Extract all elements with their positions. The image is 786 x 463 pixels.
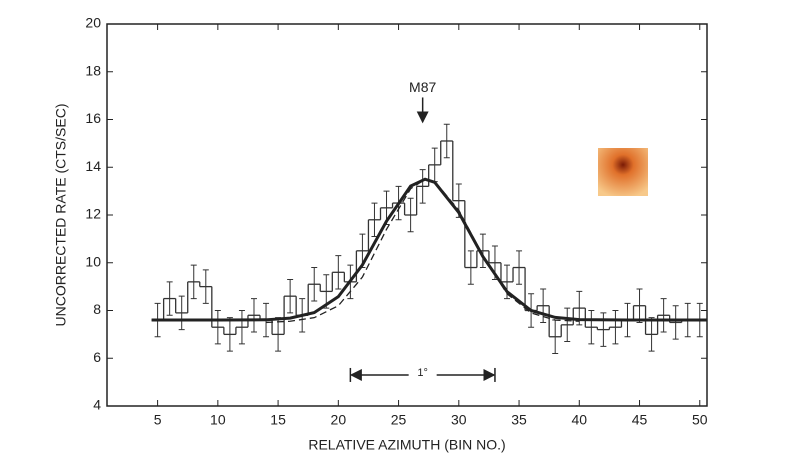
y-tick-label: 18 — [85, 62, 101, 78]
x-tick-label: 45 — [632, 412, 648, 428]
error-bar — [407, 197, 414, 233]
error-bar — [238, 310, 245, 345]
error-bar — [648, 317, 655, 352]
x-tick-label: 35 — [511, 412, 527, 428]
error-bar — [178, 295, 185, 331]
error-bar — [214, 310, 221, 345]
error-bar — [202, 269, 209, 304]
error-bar — [479, 233, 486, 269]
x-tick-label: 20 — [331, 412, 347, 428]
error-bar — [226, 317, 233, 352]
error-bar — [250, 298, 257, 333]
x-tick-label: 30 — [451, 412, 467, 428]
fit-curve-dashed — [266, 178, 580, 324]
y-tick-label: 16 — [85, 110, 101, 126]
error-bar — [467, 250, 474, 285]
error-bar — [612, 310, 619, 345]
error-bar — [311, 267, 318, 302]
fit-curve — [151, 177, 707, 322]
annotation: 1° — [417, 367, 428, 379]
x-tick-label: 40 — [572, 412, 588, 428]
thumbnail-image — [598, 148, 648, 196]
error-bar — [335, 255, 342, 290]
error-bar — [287, 278, 294, 314]
y-tick-label: 20 — [85, 15, 101, 31]
error-bar — [190, 264, 197, 300]
error-bar — [564, 307, 571, 343]
y-axis-label: UNCORRECTED RATE (CTS/SEC) — [53, 104, 69, 327]
error-bar — [323, 274, 330, 309]
y-tick-label: 8 — [93, 301, 101, 317]
y-tick-label: 4 — [93, 397, 101, 413]
x-tick-label: 10 — [210, 412, 226, 428]
x-tick-label: 5 — [154, 412, 162, 428]
x-tick-label: 25 — [391, 412, 407, 428]
error-bar — [419, 169, 426, 204]
error-bar — [443, 123, 450, 159]
y-tick-label: 6 — [93, 349, 101, 365]
error-bar — [588, 310, 595, 345]
y-tick-label: 12 — [85, 206, 101, 222]
error-bar — [166, 281, 173, 316]
annotation: M87 — [409, 79, 436, 95]
x-tick-label: 15 — [270, 412, 286, 428]
error-bar — [660, 298, 667, 333]
y-tick-label: 10 — [85, 253, 101, 269]
error-bar — [672, 305, 679, 340]
error-bar — [516, 250, 523, 285]
x-axis-label: RELATIVE AZIMUTH (BIN NO.) — [308, 437, 505, 453]
x-tick-label: 50 — [692, 412, 708, 428]
y-tick-label: 14 — [85, 158, 101, 174]
error-bar — [636, 288, 643, 323]
